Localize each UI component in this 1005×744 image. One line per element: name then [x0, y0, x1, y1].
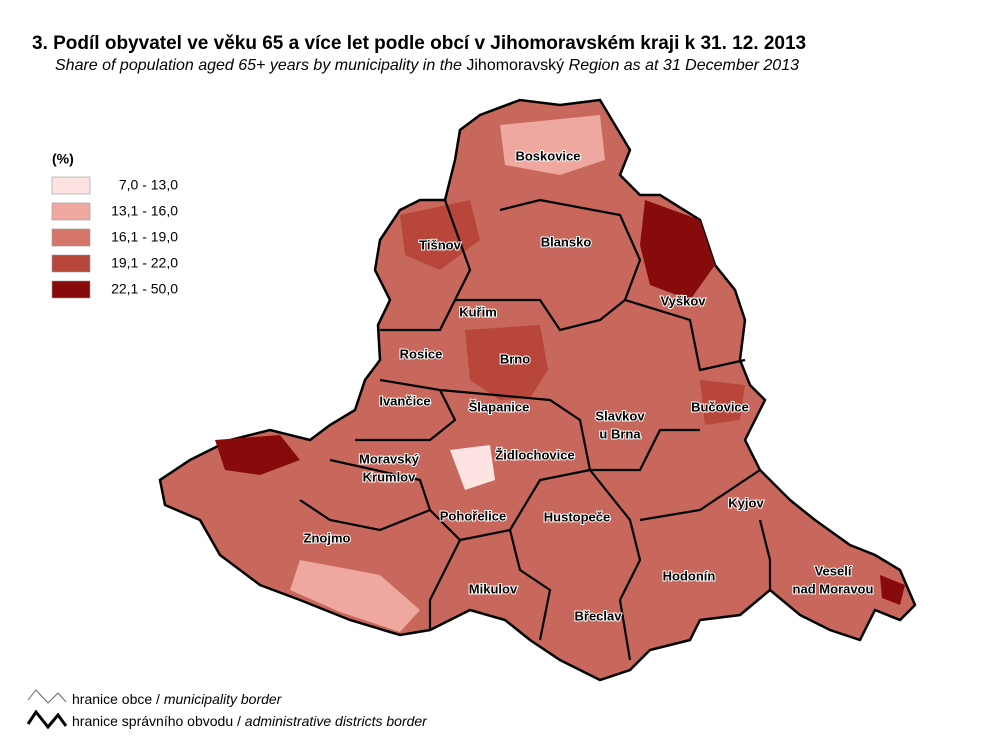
- border-legend: hranice obce / municipality borderhranic…: [26, 689, 428, 730]
- district-border: [499, 198, 642, 301]
- district-label: Boskovice: [515, 148, 580, 163]
- district-label: Kyjov: [728, 495, 764, 510]
- area-patch: [400, 200, 480, 270]
- district-label: Znojmo: [304, 530, 351, 545]
- district-label: Hustopeče: [544, 509, 610, 524]
- district-border: [355, 378, 457, 442]
- border-legend-part: administrative districts border: [245, 713, 428, 729]
- district-label: Pohořelice: [440, 508, 506, 523]
- area-patch: [500, 115, 605, 175]
- area-patch: [880, 575, 905, 605]
- legend-label: 16,1 - 19,0: [111, 229, 178, 245]
- district-label: Brno: [500, 351, 530, 366]
- district-labels: Boskovice Tišnov Blansko Vyškov Kuřim Rosice B…: [303, 147, 875, 624]
- district-border: [428, 539, 461, 630]
- legend-label: 19,1 - 22,0: [111, 255, 178, 271]
- legend-label: 7,0 - 13,0: [119, 177, 178, 193]
- district-border: [758, 519, 772, 590]
- district-label: Hodonín: [663, 568, 716, 583]
- subtitle-part: Region as at 31 December 2013: [564, 57, 799, 74]
- area-patch: [640, 200, 715, 300]
- district-border: [589, 469, 642, 661]
- border-legend-label: hranice obce / municipality border: [72, 691, 283, 707]
- border-legend-part: hranice obce /: [72, 691, 164, 707]
- district-label: Židlochovice: [495, 447, 574, 462]
- district-border: [639, 469, 761, 522]
- district-border: [299, 458, 432, 532]
- district-label: Ivančice: [379, 393, 430, 408]
- subtitle-part: Jihomoravský: [466, 57, 564, 74]
- district-label: Moravský: [359, 451, 420, 466]
- region-map: [158, 98, 917, 682]
- area-patch: [700, 380, 745, 425]
- legend-label: 13,1 - 16,0: [111, 203, 178, 219]
- border-legend-part: municipality border: [164, 691, 283, 707]
- district-label: Tišnov: [419, 237, 461, 252]
- district-label: nad Moravou: [793, 581, 874, 596]
- district-label: Břeclav: [575, 608, 623, 623]
- legend-swatch: [51, 280, 91, 299]
- area-patch: [465, 325, 548, 400]
- border-legend-label: hranice správního obvodu / administrativ…: [72, 713, 428, 729]
- legend-swatch: [51, 176, 91, 195]
- district-label: Mikulov: [469, 581, 518, 596]
- district-label: Šlapanice: [469, 399, 530, 414]
- legend: (%) 7,0 - 13,0 13,1 - 16,0 16,1 - 19,0 19,1…: [51, 151, 178, 299]
- legend-swatch: [51, 202, 91, 221]
- legend-title: (%): [52, 151, 74, 167]
- district-border-icon: [26, 709, 68, 730]
- district-border: [508, 529, 552, 641]
- subtitle: Share of population aged 65+ years by mu…: [55, 57, 799, 74]
- district-label: Rosice: [400, 346, 443, 361]
- district-label: Kuřim: [459, 304, 497, 319]
- area-patch: [215, 435, 300, 475]
- legend-label: 22,1 - 50,0: [111, 281, 178, 297]
- district-label: u Brna: [599, 426, 641, 441]
- district-label: Vyškov: [660, 293, 706, 308]
- district-label: Slavkov: [595, 408, 645, 423]
- district-label: Veselí: [815, 563, 852, 578]
- legend-swatch: [51, 254, 91, 273]
- legend-swatch: [51, 228, 91, 247]
- district-label: Krumlov: [363, 469, 417, 484]
- municipality-border-icon: [27, 689, 67, 704]
- district-border: [455, 298, 746, 372]
- area-patch: [450, 445, 495, 490]
- district-label: Blansko: [541, 234, 592, 249]
- subtitle-part: Share of population aged 65+ years by mu…: [55, 57, 466, 74]
- title: 3. Podíl obyvatel ve věku 65 a více let …: [32, 33, 806, 54]
- district-label: Bučovice: [691, 399, 749, 414]
- area-patch: [290, 560, 420, 632]
- district-borders: [299, 198, 772, 661]
- border-legend-part: hranice správního obvodu /: [72, 713, 245, 729]
